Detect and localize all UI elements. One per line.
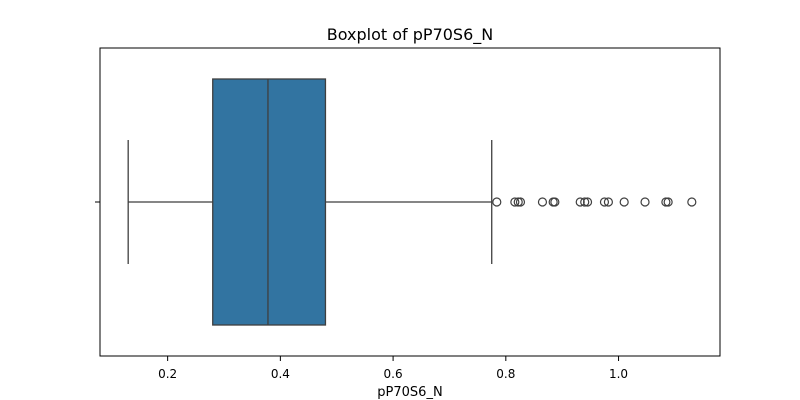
interquartile-box (212, 78, 327, 326)
outlier-point (580, 197, 590, 207)
outlier-point (492, 197, 502, 207)
outlier-point (603, 197, 614, 207)
outlier-point (599, 197, 610, 207)
outlier-point (640, 197, 650, 207)
outlier-point (619, 197, 629, 207)
x-tick-label: 0.8 (496, 367, 515, 381)
outlier-point (582, 197, 593, 207)
plot-area (127, 78, 697, 326)
outlier-point (575, 197, 585, 207)
outlier-point (510, 197, 520, 207)
outlier-point (537, 197, 548, 207)
x-tick-label: 1.0 (609, 367, 628, 381)
x-axis-ticks: 0.2 0.4 0.6 0.8 1.0 (158, 356, 628, 381)
outlier-point (687, 197, 697, 207)
x-tick-label: 0.4 (271, 367, 290, 381)
outlier-point (515, 197, 526, 207)
chart-title: Boxplot of pP70S6_N (327, 25, 493, 45)
x-tick-label: 0.6 (384, 367, 403, 381)
outlier-point (550, 197, 560, 207)
x-axis-label: pP70S6_N (377, 385, 442, 400)
outlier-point (663, 197, 673, 207)
x-tick-label: 0.2 (158, 367, 177, 381)
